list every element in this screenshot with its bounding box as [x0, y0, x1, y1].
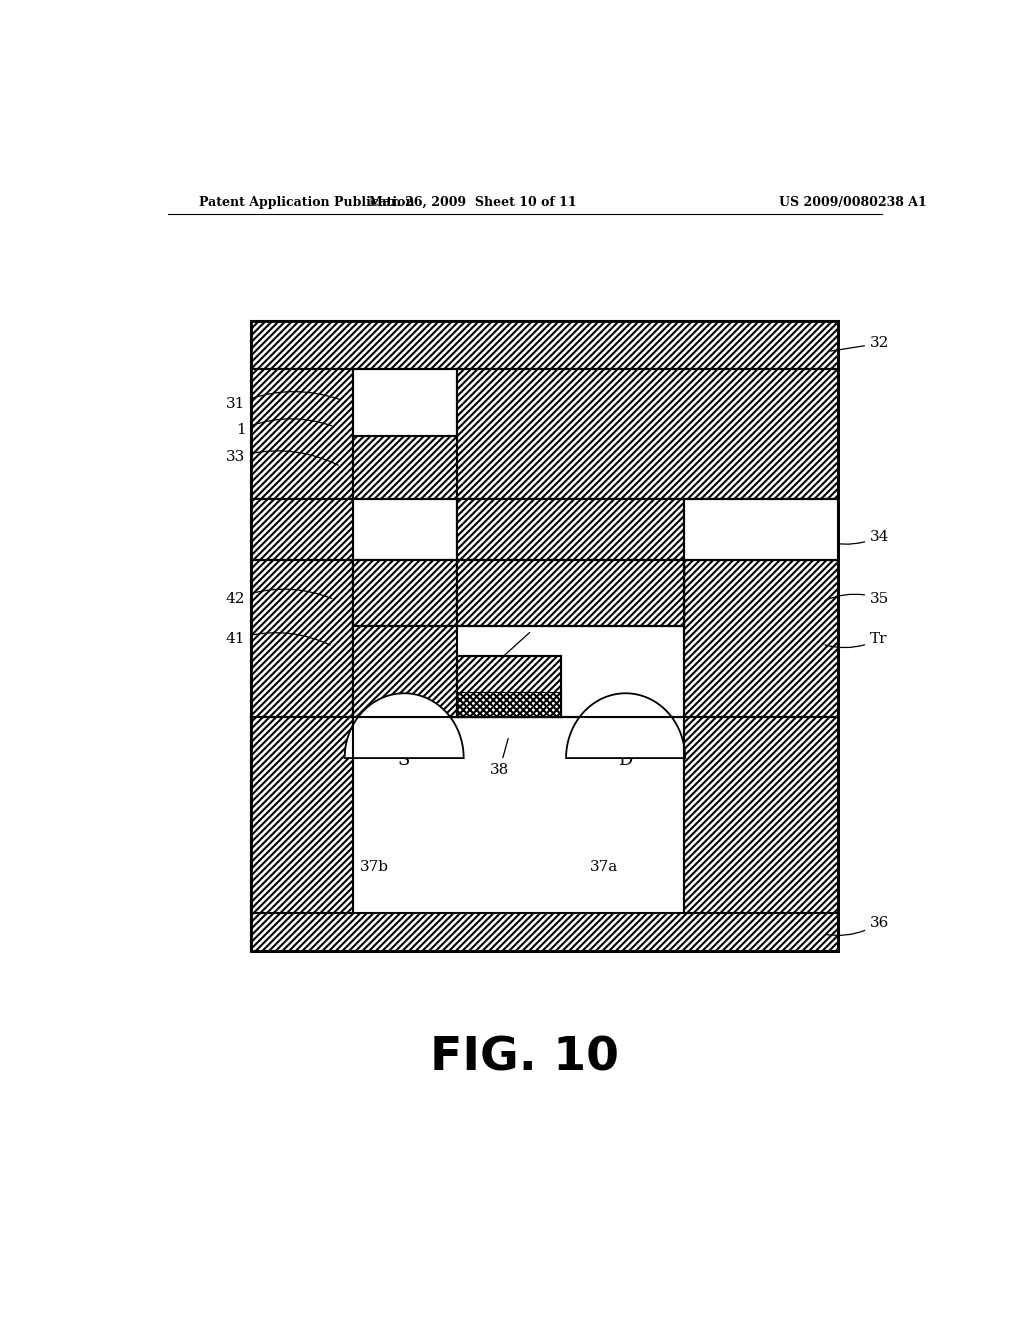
Bar — [684, 499, 839, 560]
Text: S: S — [398, 751, 411, 770]
Text: 34: 34 — [821, 529, 890, 544]
Bar — [684, 718, 839, 912]
Bar — [458, 656, 560, 718]
Bar — [251, 321, 839, 952]
Bar — [458, 499, 684, 560]
Bar — [458, 560, 684, 626]
Text: D: D — [618, 751, 633, 770]
Text: 35: 35 — [825, 591, 889, 606]
Text: Patent Application Publication: Patent Application Publication — [200, 195, 415, 209]
Bar — [684, 560, 839, 718]
Text: 33: 33 — [226, 450, 338, 465]
Text: US 2009/0080238 A1: US 2009/0080238 A1 — [778, 195, 927, 209]
Bar — [352, 436, 458, 499]
Text: 42: 42 — [226, 589, 332, 606]
Text: 39: 39 — [503, 614, 552, 656]
Bar — [251, 499, 839, 560]
Text: Tr: Tr — [825, 632, 888, 648]
Text: 36: 36 — [825, 916, 890, 936]
Bar — [251, 321, 839, 952]
Bar — [251, 321, 839, 368]
Text: 1: 1 — [236, 418, 332, 437]
Bar — [251, 718, 352, 912]
Bar — [251, 718, 839, 952]
Text: 37b: 37b — [359, 859, 388, 874]
Bar — [352, 499, 458, 560]
Text: FIG. 10: FIG. 10 — [430, 1035, 620, 1080]
Bar — [251, 368, 352, 499]
Bar — [352, 626, 458, 718]
Polygon shape — [345, 693, 464, 758]
Text: 37a: 37a — [590, 859, 618, 874]
Bar — [352, 368, 458, 436]
Bar — [458, 692, 560, 718]
Bar — [458, 368, 839, 499]
Text: 41: 41 — [226, 632, 331, 647]
Text: 38: 38 — [489, 738, 509, 777]
Text: 32: 32 — [830, 337, 890, 351]
Bar — [352, 560, 684, 718]
Text: 31: 31 — [226, 392, 340, 412]
Polygon shape — [566, 693, 685, 758]
Text: Mar. 26, 2009  Sheet 10 of 11: Mar. 26, 2009 Sheet 10 of 11 — [370, 195, 578, 209]
Bar — [251, 560, 352, 718]
Bar — [352, 560, 458, 626]
Bar — [458, 560, 684, 626]
Bar — [251, 912, 839, 952]
